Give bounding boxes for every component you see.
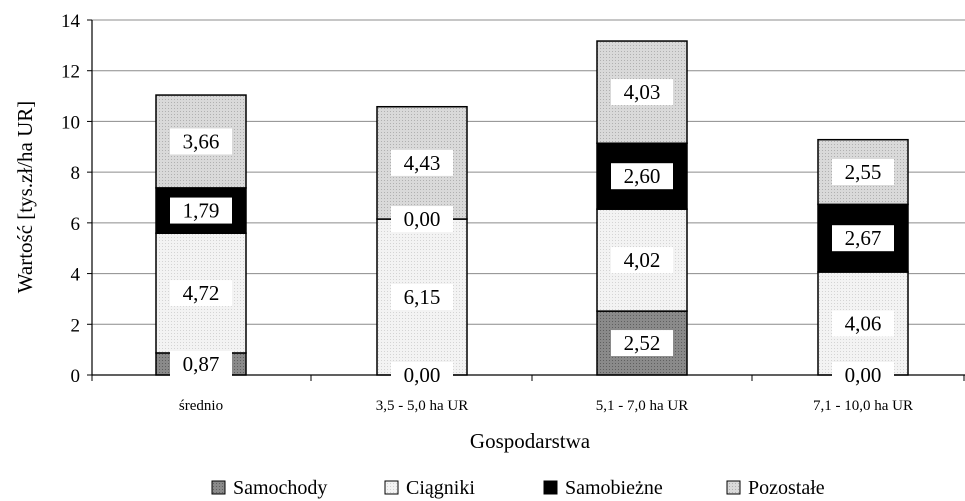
data-label-box <box>611 163 673 190</box>
axes: 0 2 4 6 8 10 12 14 średnio 3,5 - 5,0 ha UR 5,1 - 7… <box>61 11 965 414</box>
y-tick-label: 8 <box>71 163 81 184</box>
bars <box>155 40 909 376</box>
data-label-box <box>391 206 453 233</box>
legend-label: Samochody <box>233 477 327 499</box>
data-label: 6,15 <box>404 285 441 309</box>
data-label-box <box>611 330 673 357</box>
x-tick-label: 5,1 - 7,0 ha UR <box>596 398 689 414</box>
data-label-box <box>170 197 232 224</box>
x-tick-label: 3,5 - 5,0 ha UR <box>376 398 469 414</box>
y-tick-label: 2 <box>71 315 81 336</box>
y-tick-label: 4 <box>71 265 81 286</box>
data-label-box <box>391 149 453 176</box>
legend-label: Ciągniki <box>406 477 475 499</box>
data-labels: 0,87 4,72 1,79 3,66 0,00 6,15 0,00 4,43 2,52 4,02… <box>170 79 894 388</box>
x-tick-label: 7,1 - 10,0 ha UR <box>813 398 913 414</box>
data-label: 4,72 <box>183 281 220 305</box>
data-label-box <box>832 362 894 388</box>
y-tick-label: 14 <box>61 11 81 32</box>
y-tick-label: 12 <box>61 62 80 83</box>
y-axis-title: Wartość [tys.zł/ha UR] <box>13 101 37 294</box>
data-label: 1,79 <box>183 199 220 223</box>
legend-swatch <box>543 480 558 495</box>
x-axis-title: Gospodarstwa <box>470 429 591 453</box>
data-label-box <box>832 310 894 337</box>
data-label: 4,06 <box>845 312 882 336</box>
data-label: 2,67 <box>845 226 882 250</box>
data-label: 3,66 <box>183 129 220 153</box>
data-label: 0,00 <box>404 207 441 231</box>
legend-swatch <box>726 480 741 495</box>
data-label: 2,52 <box>624 331 661 355</box>
data-label-box <box>611 247 673 274</box>
data-label: 2,60 <box>624 164 661 188</box>
data-label: 0,87 <box>183 352 220 376</box>
data-label: 0,00 <box>404 363 441 387</box>
data-label-box <box>391 284 453 311</box>
legend: Samochody Ciągniki Samobieżne Pozostałe <box>211 477 825 499</box>
legend-swatch <box>211 480 226 495</box>
data-label-box <box>832 225 894 252</box>
data-label: 4,03 <box>624 80 661 104</box>
legend-label: Pozostałe <box>748 477 825 499</box>
data-label: 0,00 <box>845 363 882 387</box>
legend-label: Samobieżne <box>565 477 663 499</box>
y-tick-label: 6 <box>71 214 81 235</box>
data-label-box <box>170 350 232 377</box>
data-label-box <box>170 128 232 155</box>
x-tick-label: średnio <box>179 398 223 414</box>
data-label: 4,02 <box>624 248 661 272</box>
data-label: 4,43 <box>404 151 441 175</box>
legend-swatch <box>384 480 399 495</box>
y-tick-label: 0 <box>71 366 81 387</box>
data-label-box <box>391 362 453 388</box>
data-label: 2,55 <box>845 160 882 184</box>
y-tick-label: 10 <box>61 112 80 133</box>
data-label-box <box>170 280 232 307</box>
data-label-box <box>832 159 894 186</box>
data-label-box <box>611 79 673 106</box>
